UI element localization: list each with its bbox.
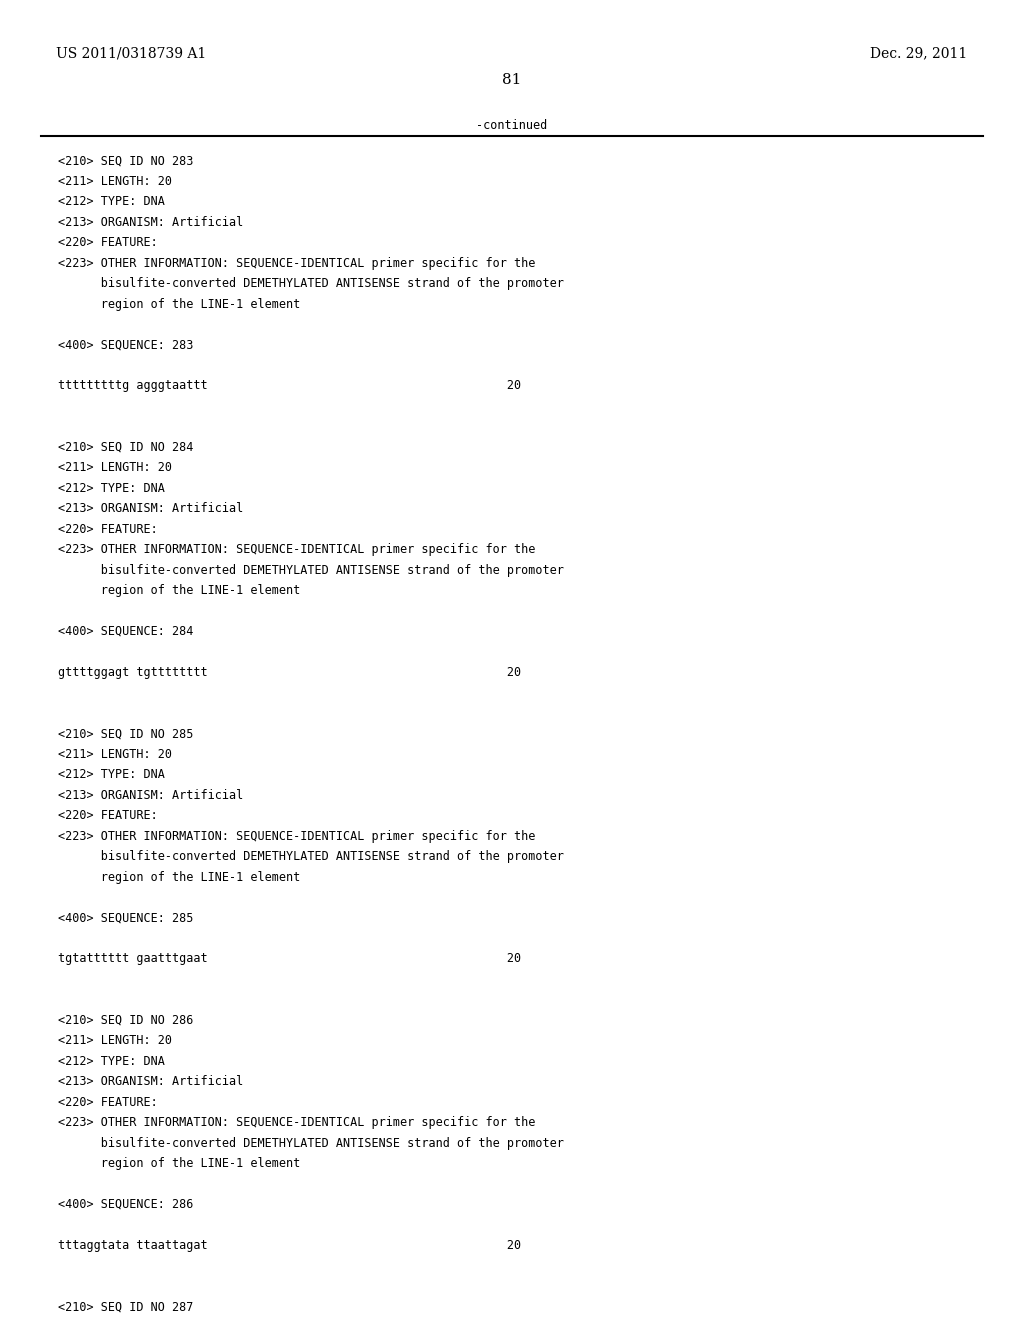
Text: region of the LINE-1 element: region of the LINE-1 element	[58, 1156, 301, 1170]
Text: <211> LENGTH: 20: <211> LENGTH: 20	[58, 174, 172, 187]
Text: <400> SEQUENCE: 283: <400> SEQUENCE: 283	[58, 338, 194, 351]
Text: <400> SEQUENCE: 286: <400> SEQUENCE: 286	[58, 1199, 194, 1210]
Text: region of the LINE-1 element: region of the LINE-1 element	[58, 583, 301, 597]
Text: <220> FEATURE:: <220> FEATURE:	[58, 1096, 158, 1109]
Text: <212> TYPE: DNA: <212> TYPE: DNA	[58, 768, 165, 781]
Text: <220> FEATURE:: <220> FEATURE:	[58, 236, 158, 249]
Text: <223> OTHER INFORMATION: SEQUENCE-IDENTICAL primer specific for the: <223> OTHER INFORMATION: SEQUENCE-IDENTI…	[58, 256, 536, 269]
Text: <212> TYPE: DNA: <212> TYPE: DNA	[58, 195, 165, 209]
Text: <220> FEATURE:: <220> FEATURE:	[58, 809, 158, 822]
Text: <211> LENGTH: 20: <211> LENGTH: 20	[58, 747, 172, 760]
Text: <223> OTHER INFORMATION: SEQUENCE-IDENTICAL primer specific for the: <223> OTHER INFORMATION: SEQUENCE-IDENTI…	[58, 829, 536, 842]
Text: -continued: -continued	[476, 119, 548, 132]
Text: <223> OTHER INFORMATION: SEQUENCE-IDENTICAL primer specific for the: <223> OTHER INFORMATION: SEQUENCE-IDENTI…	[58, 1117, 536, 1129]
Text: Dec. 29, 2011: Dec. 29, 2011	[870, 46, 968, 61]
Text: <210> SEQ ID NO 284: <210> SEQ ID NO 284	[58, 441, 194, 454]
Text: <213> ORGANISM: Artificial: <213> ORGANISM: Artificial	[58, 215, 244, 228]
Text: <213> ORGANISM: Artificial: <213> ORGANISM: Artificial	[58, 1074, 244, 1088]
Text: US 2011/0318739 A1: US 2011/0318739 A1	[56, 46, 207, 61]
Text: <210> SEQ ID NO 283: <210> SEQ ID NO 283	[58, 154, 194, 168]
Text: tttttttttg agggtaattt                                          20: tttttttttg agggtaattt 20	[58, 380, 521, 392]
Text: region of the LINE-1 element: region of the LINE-1 element	[58, 298, 301, 310]
Text: tttaggtata ttaattagat                                          20: tttaggtata ttaattagat 20	[58, 1238, 521, 1251]
Text: <212> TYPE: DNA: <212> TYPE: DNA	[58, 1055, 165, 1068]
Text: <212> TYPE: DNA: <212> TYPE: DNA	[58, 482, 165, 495]
Text: <400> SEQUENCE: 284: <400> SEQUENCE: 284	[58, 626, 194, 638]
Text: <223> OTHER INFORMATION: SEQUENCE-IDENTICAL primer specific for the: <223> OTHER INFORMATION: SEQUENCE-IDENTI…	[58, 544, 536, 556]
Text: <220> FEATURE:: <220> FEATURE:	[58, 523, 158, 536]
Text: bisulfite-converted DEMETHYLATED ANTISENSE strand of the promoter: bisulfite-converted DEMETHYLATED ANTISEN…	[58, 277, 564, 290]
Text: <210> SEQ ID NO 287: <210> SEQ ID NO 287	[58, 1300, 194, 1313]
Text: <210> SEQ ID NO 285: <210> SEQ ID NO 285	[58, 727, 194, 741]
Text: <211> LENGTH: 20: <211> LENGTH: 20	[58, 1035, 172, 1047]
Text: bisulfite-converted DEMETHYLATED ANTISENSE strand of the promoter: bisulfite-converted DEMETHYLATED ANTISEN…	[58, 1137, 564, 1150]
Text: <211> LENGTH: 20: <211> LENGTH: 20	[58, 461, 172, 474]
Text: region of the LINE-1 element: region of the LINE-1 element	[58, 871, 301, 883]
Text: <400> SEQUENCE: 285: <400> SEQUENCE: 285	[58, 911, 194, 924]
Text: 81: 81	[503, 73, 521, 87]
Text: <213> ORGANISM: Artificial: <213> ORGANISM: Artificial	[58, 788, 244, 801]
Text: bisulfite-converted DEMETHYLATED ANTISENSE strand of the promoter: bisulfite-converted DEMETHYLATED ANTISEN…	[58, 564, 564, 577]
Text: <210> SEQ ID NO 286: <210> SEQ ID NO 286	[58, 1014, 194, 1027]
Text: <213> ORGANISM: Artificial: <213> ORGANISM: Artificial	[58, 503, 244, 515]
Text: tgtatttttt gaatttgaat                                          20: tgtatttttt gaatttgaat 20	[58, 953, 521, 965]
Text: gttttggagt tgtttttttt                                          20: gttttggagt tgtttttttt 20	[58, 667, 521, 678]
Text: bisulfite-converted DEMETHYLATED ANTISENSE strand of the promoter: bisulfite-converted DEMETHYLATED ANTISEN…	[58, 850, 564, 863]
